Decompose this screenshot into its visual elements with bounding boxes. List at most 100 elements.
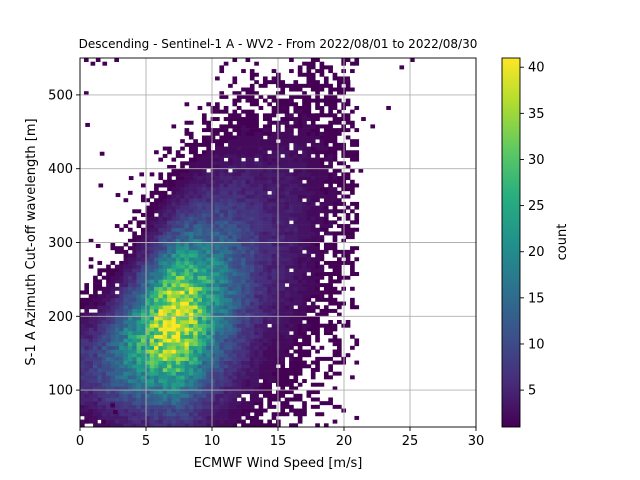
heatmap-cell (180, 176, 185, 181)
heatmap-cell (149, 404, 155, 409)
heatmap-cell (193, 146, 198, 151)
heatmap-cell (114, 264, 120, 269)
heatmap-cell (284, 312, 290, 317)
heatmap-cell (175, 390, 181, 395)
heatmap-cell (140, 319, 146, 324)
heatmap-cell (132, 408, 137, 413)
heatmap-cell (280, 367, 286, 372)
heatmap-cell (241, 231, 246, 236)
heatmap-cell (171, 231, 177, 236)
heatmap-cell (154, 205, 159, 210)
heatmap-cell (245, 176, 251, 181)
heatmap-cell (97, 316, 103, 321)
heatmap-cell (123, 423, 129, 428)
heatmap-cell (297, 279, 303, 284)
heatmap-cell (219, 235, 225, 240)
heatmap-cell (328, 120, 333, 125)
heatmap-cell (98, 183, 104, 188)
heatmap-cell (245, 231, 251, 236)
heatmap-cell (110, 419, 116, 424)
heatmap-cell (114, 301, 120, 306)
heatmap-cell (310, 264, 316, 269)
heatmap-cell (145, 305, 150, 310)
heatmap-cell (93, 338, 98, 343)
heatmap-cell (232, 124, 238, 129)
heatmap-cell (386, 105, 391, 110)
heatmap-cell (171, 227, 177, 232)
heatmap-cell (219, 349, 225, 354)
heatmap-cell (123, 327, 129, 332)
heatmap-cell (93, 356, 98, 361)
heatmap-cell (306, 168, 312, 173)
heatmap-cell (184, 286, 190, 291)
heatmap-cell (114, 312, 120, 317)
heatmap-cell (232, 257, 238, 262)
heatmap-cell (262, 113, 268, 118)
heatmap-cell (293, 364, 299, 369)
heatmap-cell (236, 105, 242, 110)
heatmap-cell (188, 201, 194, 206)
heatmap-cell (223, 390, 229, 395)
heatmap-cell (297, 165, 303, 169)
heatmap-cell (315, 231, 320, 236)
heatmap-cell (154, 301, 159, 306)
heatmap-cell (210, 364, 216, 369)
heatmap-cell (350, 272, 355, 277)
heatmap-cell (310, 120, 316, 125)
heatmap-cell (258, 305, 264, 310)
heatmap-cell (284, 235, 290, 240)
heatmap-cell (167, 367, 172, 372)
heatmap-cell (188, 165, 194, 169)
heatmap-cell (197, 379, 203, 384)
heatmap-cell (284, 319, 290, 324)
heatmap-cell (158, 342, 164, 347)
heatmap-cell (210, 227, 216, 232)
heatmap-cell (241, 128, 246, 133)
heatmap-cell (215, 257, 220, 262)
heatmap-cell (114, 319, 120, 324)
heatmap-cell (206, 397, 211, 402)
heatmap-cell (228, 404, 233, 409)
heatmap-cell (101, 419, 106, 424)
heatmap-cell (241, 367, 246, 372)
heatmap-cell (284, 242, 290, 247)
heatmap-cell (223, 201, 229, 206)
heatmap-cell (271, 157, 277, 162)
x-tick-label: 20 (336, 434, 353, 449)
colorbar-tick-label: 5 (528, 384, 536, 399)
heatmap-cell (149, 231, 155, 236)
heatmap-cell (119, 412, 124, 417)
heatmap-cell (140, 393, 146, 398)
heatmap-cell (306, 128, 312, 133)
heatmap-cell (215, 142, 220, 147)
heatmap-cell (223, 205, 229, 210)
heatmap-cell (84, 382, 90, 387)
heatmap-cell (241, 312, 246, 317)
heatmap-cell (210, 412, 216, 417)
heatmap-cell (149, 319, 155, 324)
heatmap-cell (197, 187, 203, 192)
heatmap-cell (332, 94, 338, 99)
heatmap-cell (337, 209, 342, 214)
heatmap-cell (319, 146, 325, 151)
heatmap-cell (219, 419, 225, 424)
heatmap-cell (245, 286, 251, 291)
heatmap-cell (232, 190, 238, 195)
heatmap-cell (306, 139, 312, 144)
heatmap-cell (132, 397, 137, 402)
heatmap-cell (154, 257, 159, 262)
heatmap-cell (136, 342, 142, 347)
heatmap-cell (315, 220, 320, 225)
heatmap-cell (132, 297, 137, 302)
heatmap-cell (293, 198, 299, 203)
heatmap-cell (228, 323, 233, 328)
heatmap-cell (171, 157, 177, 162)
heatmap-cell (280, 105, 286, 110)
heatmap-cell (284, 157, 290, 162)
heatmap-cell (167, 198, 172, 203)
heatmap-cell (310, 176, 316, 181)
heatmap-cell (249, 94, 255, 99)
heatmap-cell (241, 176, 246, 181)
heatmap-cell (197, 224, 203, 229)
heatmap-cell (232, 150, 238, 155)
